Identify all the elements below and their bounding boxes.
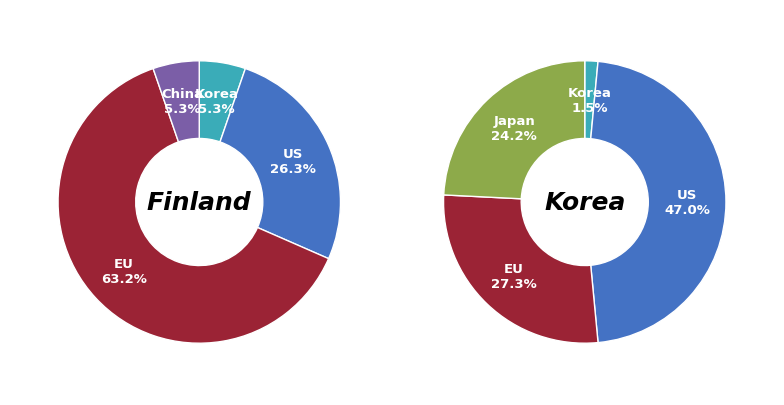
Text: Korea
5.3%: Korea 5.3% — [194, 88, 238, 116]
Wedge shape — [58, 69, 328, 343]
Text: Japan
24.2%: Japan 24.2% — [492, 115, 537, 143]
Text: Finland: Finland — [147, 190, 252, 215]
Wedge shape — [444, 196, 598, 343]
Wedge shape — [585, 62, 598, 139]
Wedge shape — [153, 62, 199, 143]
Text: Korea
1.5%: Korea 1.5% — [568, 87, 612, 115]
Text: US
47.0%: US 47.0% — [664, 189, 710, 216]
Text: EU
27.3%: EU 27.3% — [491, 262, 537, 290]
Wedge shape — [199, 62, 245, 143]
Wedge shape — [444, 62, 585, 199]
Text: Korea: Korea — [544, 190, 626, 215]
Text: China
5.3%: China 5.3% — [162, 88, 203, 116]
Wedge shape — [590, 62, 726, 343]
Text: US
26.3%: US 26.3% — [270, 147, 316, 175]
Text: EU
63.2%: EU 63.2% — [101, 258, 147, 286]
Wedge shape — [220, 69, 340, 259]
